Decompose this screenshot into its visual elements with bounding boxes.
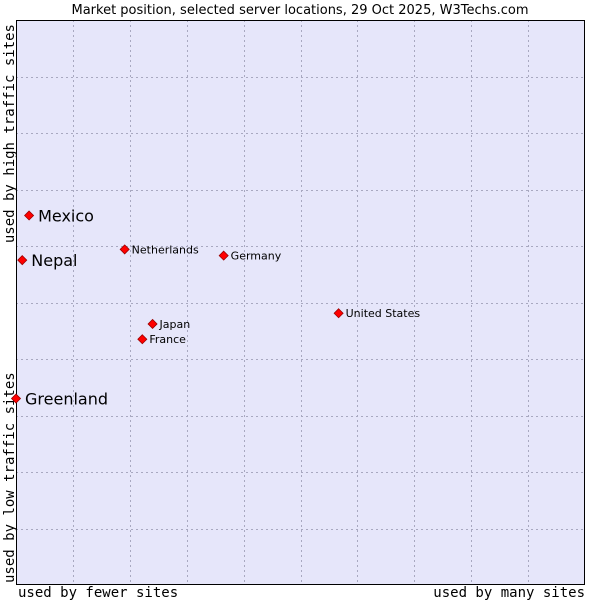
point-label-nepal: Nepal <box>31 251 77 270</box>
plot-border <box>16 20 585 585</box>
point-marker-greenland <box>10 393 22 404</box>
point-marker-germany <box>218 250 229 261</box>
data-point-japan: Japan <box>147 318 191 331</box>
point-marker-japan <box>147 318 158 330</box>
data-point-netherlands: Netherlands <box>119 243 199 256</box>
data-point-france: France <box>137 333 186 346</box>
point-label-netherlands: Netherlands <box>132 243 199 256</box>
point-label-japan: Japan <box>159 318 191 331</box>
point-marker-nepal <box>17 255 28 266</box>
x-axis-label-many: used by many sites <box>433 585 585 600</box>
point-label-greenland: Greenland <box>25 390 108 409</box>
point-marker-netherlands <box>119 244 130 255</box>
y-axis-label-high-traffic: used by high traffic sites <box>2 24 18 243</box>
point-marker-france <box>137 334 148 345</box>
point-label-germany: Germany <box>231 250 282 263</box>
data-point-mexico: Mexico <box>24 206 94 225</box>
y-axis-label-low-traffic: used by low traffic sites <box>2 372 18 583</box>
data-point-united-states: United States <box>333 307 421 320</box>
point-marker-mexico <box>24 210 35 221</box>
point-marker-united-states <box>333 308 344 319</box>
point-label-france: France <box>149 333 186 346</box>
point-label-mexico: Mexico <box>38 206 94 225</box>
data-point-greenland: Greenland <box>10 390 108 409</box>
data-point-nepal: Nepal <box>17 251 77 270</box>
data-points: Mexico Nepal Greenland Netherlands Germany Un… <box>10 206 421 409</box>
grid-lines <box>16 20 585 585</box>
data-point-germany: Germany <box>218 250 282 263</box>
plot-background <box>16 20 585 585</box>
chart-title: Market position, selected server locatio… <box>71 3 528 18</box>
point-label-united-states: United States <box>346 307 421 320</box>
x-axis-label-fewer: used by fewer sites <box>18 585 178 600</box>
